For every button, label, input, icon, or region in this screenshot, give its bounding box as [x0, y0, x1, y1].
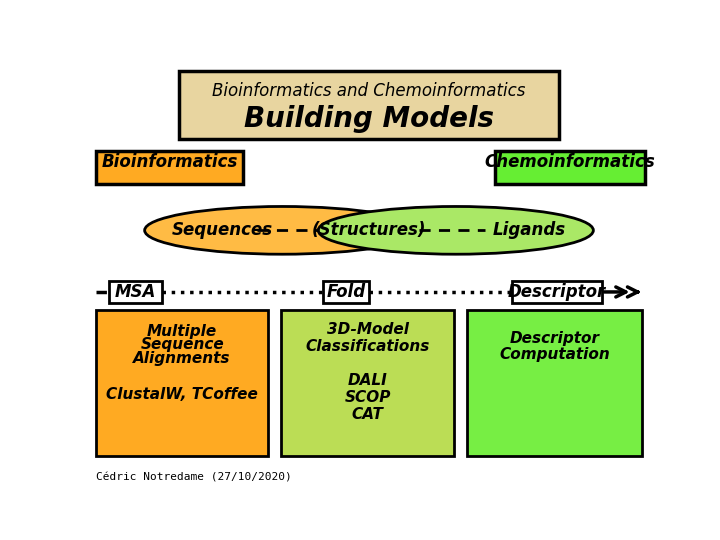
Text: Cédric Notredame (27/10/2020): Cédric Notredame (27/10/2020): [96, 473, 292, 483]
Text: Fold: Fold: [326, 283, 365, 301]
FancyBboxPatch shape: [513, 281, 601, 303]
Text: (Structures): (Structures): [312, 221, 426, 239]
FancyBboxPatch shape: [96, 309, 269, 456]
Text: SCOP: SCOP: [345, 390, 391, 405]
Text: Sequence: Sequence: [140, 338, 224, 353]
Text: Computation: Computation: [499, 347, 610, 362]
Text: Bioinformatics and Chemoinformatics: Bioinformatics and Chemoinformatics: [212, 82, 526, 100]
Ellipse shape: [145, 206, 420, 254]
Text: Descriptor: Descriptor: [510, 331, 600, 346]
Text: Sequences: Sequences: [171, 221, 272, 239]
Text: Bioinformatics: Bioinformatics: [102, 153, 238, 171]
Text: DALI: DALI: [348, 373, 387, 388]
Text: MSA: MSA: [115, 283, 156, 301]
Text: ClustalW, TCoffee: ClustalW, TCoffee: [107, 387, 258, 402]
Text: CAT: CAT: [352, 407, 384, 422]
FancyBboxPatch shape: [323, 281, 369, 303]
FancyBboxPatch shape: [467, 309, 642, 456]
Text: Alignments: Alignments: [133, 351, 231, 366]
FancyBboxPatch shape: [96, 151, 243, 184]
Text: Chemoinformatics: Chemoinformatics: [485, 153, 655, 171]
Text: Ligands: Ligands: [493, 221, 566, 239]
Ellipse shape: [318, 206, 593, 254]
Text: Descriptor: Descriptor: [508, 283, 606, 301]
FancyBboxPatch shape: [179, 71, 559, 139]
Text: Classifications: Classifications: [306, 339, 430, 354]
FancyBboxPatch shape: [109, 281, 162, 303]
Text: Building Models: Building Models: [244, 105, 494, 133]
FancyBboxPatch shape: [282, 309, 454, 456]
Text: Multiple: Multiple: [147, 323, 217, 339]
FancyBboxPatch shape: [495, 151, 645, 184]
Text: 3D-Model: 3D-Model: [327, 322, 409, 337]
